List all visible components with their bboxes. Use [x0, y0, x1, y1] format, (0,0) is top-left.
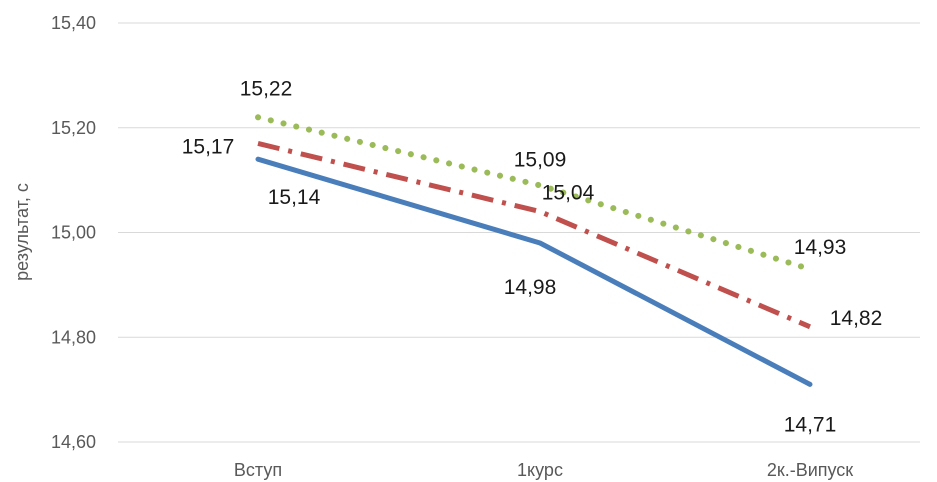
x-tick-label: Вступ: [234, 460, 282, 480]
y-tick-label: 15,00: [51, 223, 96, 243]
x-tick-label: 2к.-Випуск: [767, 460, 853, 480]
data-label: 14,98: [504, 276, 557, 299]
x-tick-label: 1курс: [517, 460, 563, 480]
y-tick-label: 14,60: [51, 432, 96, 452]
y-axis-ticks: 14,60 14,80 15,00 15,20 15,40: [51, 13, 96, 452]
series-line-1: [255, 156, 813, 387]
data-label: 15,17: [182, 135, 235, 158]
y-tick-label: 14,80: [51, 327, 96, 347]
y-axis-title: результат, с: [12, 183, 32, 281]
series-lines: [255, 114, 813, 387]
series-line-2: [257, 141, 811, 330]
data-label: 15,04: [542, 182, 595, 205]
series-line-3: [255, 114, 813, 273]
gridlines: [118, 22, 920, 443]
data-label: 14,71: [784, 413, 837, 436]
data-label: 15,14: [268, 186, 321, 209]
data-labels: 15,14 14,98 14,71 15,17 15,04 14,82 15,22 15,09…: [182, 77, 883, 436]
x-axis-ticks: Вступ 1курс 2к.-Випуск: [234, 460, 853, 480]
data-label: 15,22: [240, 77, 293, 100]
data-label: 14,93: [794, 236, 847, 259]
y-tick-label: 15,20: [51, 118, 96, 138]
y-tick-label: 15,40: [51, 13, 96, 33]
data-label: 14,82: [830, 307, 883, 330]
data-label: 15,09: [514, 148, 567, 171]
